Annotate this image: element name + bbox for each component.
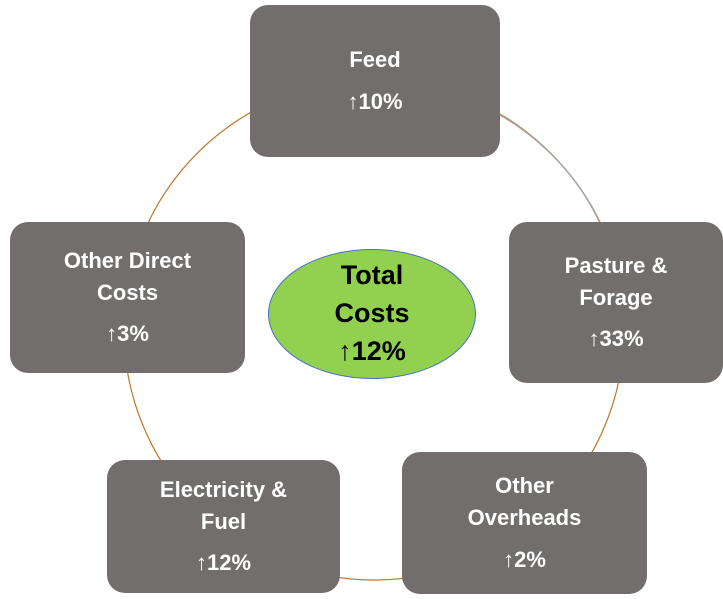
center-node: Total Costs ↑12% [268,249,476,379]
node-box: Other Overheads ↑2% [402,452,647,594]
node-box: Pasture & Forage ↑33% [509,222,723,383]
center-label-line: Total [340,260,404,291]
node-change: ↑12% [195,550,252,576]
node-label-line: Other Direct [63,247,192,273]
node-change: ↑2% [503,546,546,572]
center-change: ↑12% [338,335,406,366]
node-change: ↑10% [347,89,403,114]
node-label-line: Pasture & [564,252,668,278]
center-label-line: Costs [334,298,410,329]
node-label-line: Forage [579,284,653,310]
node-box: Other Direct Costs ↑3% [10,222,245,373]
node-label-line: Electricity & [159,476,288,502]
node-label-line: Other [495,473,554,499]
node-change: ↑3% [106,321,149,347]
node-label-line: Costs [96,279,159,305]
node-label-line: Feed [349,47,401,73]
node-change: ↑33% [588,326,644,352]
node-label-line: Overheads [467,505,582,531]
node-box: Electricity & Fuel ↑12% [107,460,340,593]
ring-segment [499,114,601,223]
node-box: Feed ↑10% [250,5,500,157]
node-label-line: Fuel [200,508,247,534]
